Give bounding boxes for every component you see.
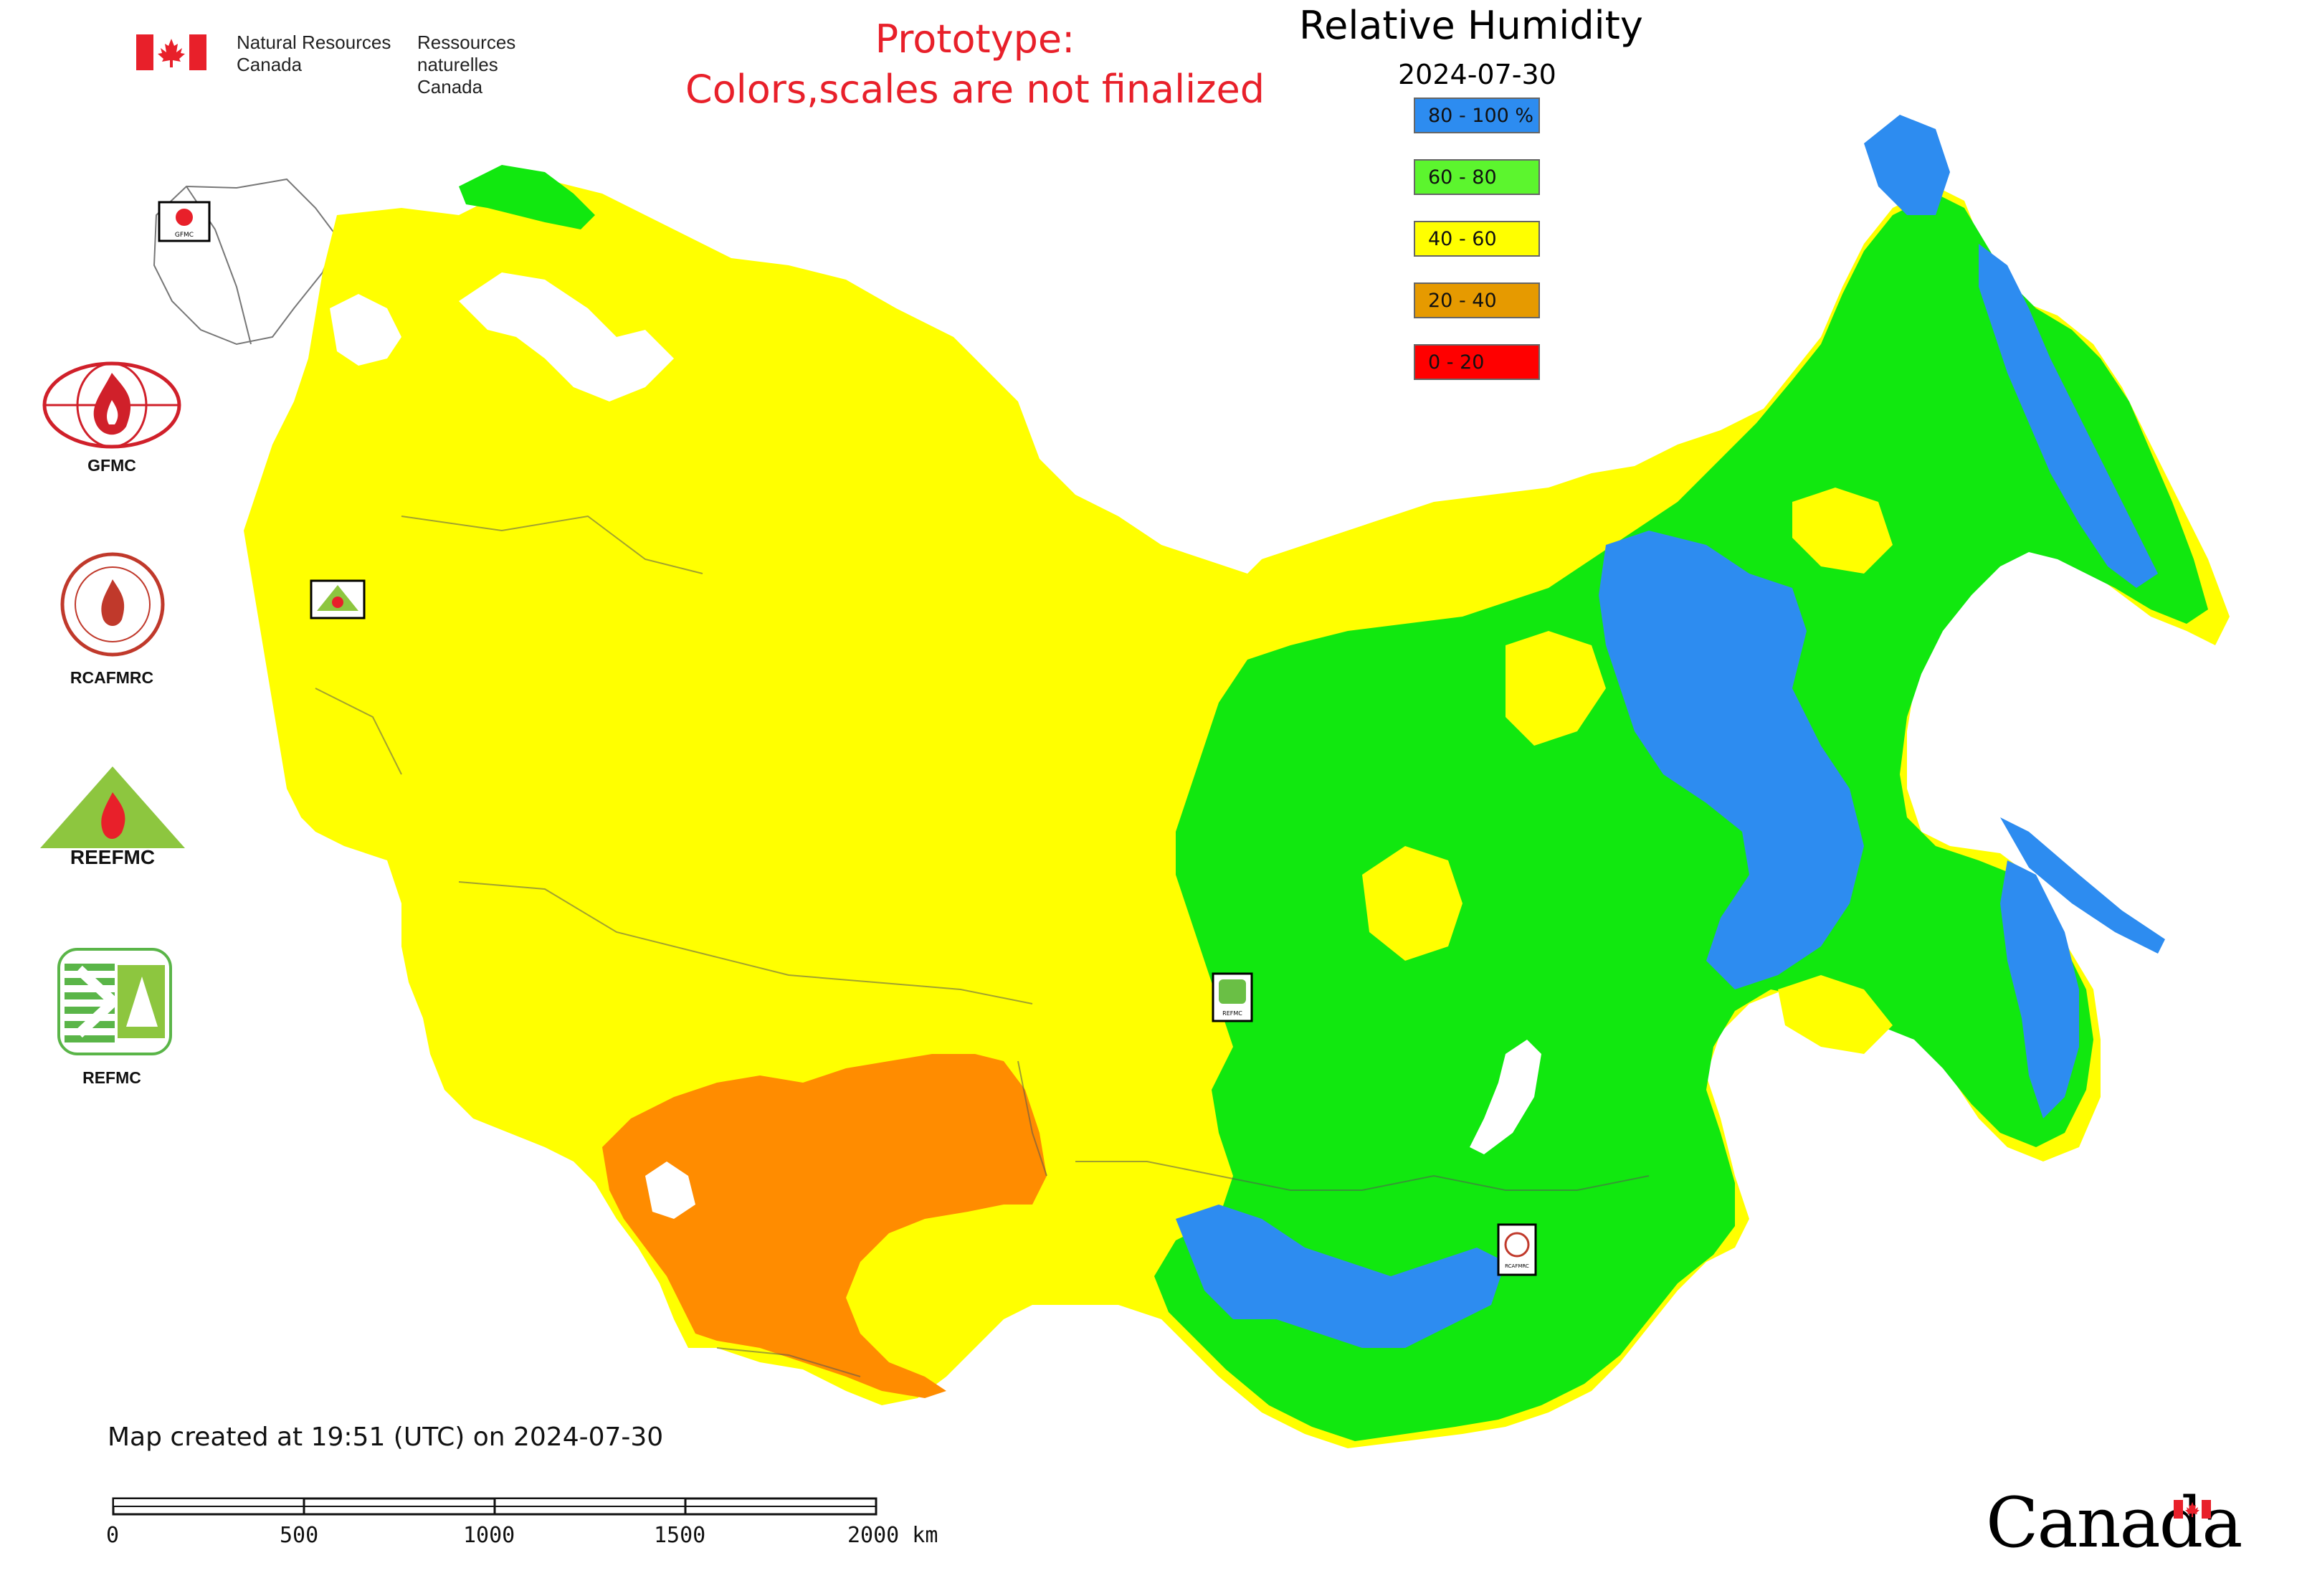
region-very-humid-stanovoy (1599, 531, 1864, 989)
mini-logo-rcafmrc: RCAFMRC (1497, 1223, 1537, 1276)
mini-logo-gfmc-label: GFMC (175, 232, 194, 239)
legend-item-40-60: 40 - 60 (1414, 221, 1540, 257)
prototype-notice-line1: Prototype: (875, 16, 1075, 62)
region-humid-east (1154, 194, 2208, 1441)
region-very-humid-sikhote (2000, 860, 2079, 1118)
ladoga-lake (330, 294, 401, 366)
legend-item-20-40: 20 - 40 (1414, 282, 1540, 318)
scale-bar-graphic (112, 1497, 877, 1516)
legend-label: 80 - 100 % (1428, 104, 1534, 127)
agency-name-en: Natural Resources Canada (237, 32, 391, 76)
scale-tick-0: 0 (106, 1523, 120, 1548)
prototype-notice-line2: Colors,scales are not finalized (685, 67, 1265, 112)
region-very-humid-sakhalin (2000, 817, 2165, 954)
legend-label: 20 - 40 (1428, 289, 1497, 312)
prototype-notice: Prototype: Colors,scales are not finaliz… (645, 14, 1305, 115)
agency-name-fr: Ressources naturelles Canada (417, 32, 595, 98)
agency-en-line2: Canada (237, 54, 303, 75)
white-aral (645, 1162, 695, 1219)
legend-label: 0 - 20 (1428, 351, 1485, 374)
mini-logo-refmc: REFMC (1212, 972, 1253, 1022)
region-very-humid-sayan (1176, 1205, 1506, 1348)
admin-borders (315, 515, 1650, 1377)
refmc-sigma-icon (57, 948, 172, 1055)
region-moderate-yakutia (1362, 846, 1462, 961)
canada-wordmark-flag-icon (2174, 1500, 2211, 1519)
scale-tick-1500: 1500 (654, 1523, 706, 1548)
region-very-humid-kamchatka (1979, 244, 2158, 588)
legend-item-80-100: 80 - 100 % (1414, 98, 1540, 133)
gc-signature: Natural Resources Canada Ressources natu… (136, 32, 595, 98)
partner-logos: GFMC RCAFMRC REEFMC REFMC (29, 358, 201, 1104)
mini-logo-gfmc: GFMC (158, 201, 211, 242)
mini-logo-reefmc (310, 579, 366, 619)
map-title: Relative Humidity (1299, 3, 1643, 48)
region-humid-kola (459, 165, 595, 229)
legend-item-60-80: 60 - 80 (1414, 159, 1540, 195)
legend-label: 40 - 60 (1428, 227, 1497, 250)
logo-label-gfmc: GFMC (87, 456, 136, 475)
rcafmrc-seal-icon (60, 552, 165, 657)
agency-en-line1: Natural Resources (237, 32, 391, 53)
lake-baikal (1470, 1040, 1541, 1154)
legend-label: 60 - 80 (1428, 166, 1497, 189)
region-moderate-amur (1778, 975, 1893, 1054)
region-moderate-central (1506, 631, 1606, 746)
region-dry-central-asia (602, 1054, 1047, 1398)
created-note: Map created at 19:51 (UTC) on 2024-07-30 (108, 1422, 664, 1452)
white-sea (459, 272, 674, 402)
agency-fr-line2: Canada (417, 76, 483, 98)
reefmc-wordmark: REEFMC (70, 846, 155, 868)
legend: 80 - 100 % 60 - 80 40 - 60 20 - 40 0 - 2… (1414, 98, 1543, 384)
scale-tick-1000: 1000 (463, 1523, 515, 1548)
canada-flag-icon (136, 34, 206, 70)
mini-logo-refmc-label: REFMC (1222, 1010, 1242, 1017)
mini-logo-rcafmrc-label: RCAFMRC (1505, 1263, 1529, 1269)
reefmc-triangle-icon: REEFMC (40, 766, 185, 868)
map-date: 2024-07-30 (1398, 59, 1556, 90)
scale-tick-500: 500 (280, 1523, 319, 1548)
region-moderate-taimyr (1262, 516, 1419, 617)
scale-bar: 0 500 1000 1500 2000 km (106, 1496, 968, 1560)
legend-item-0-20: 0 - 20 (1414, 344, 1540, 380)
logo-label-rcafmrc: RCAFMRC (70, 668, 154, 687)
logo-label-refmc: REFMC (82, 1068, 141, 1087)
gfmc-globe-fire-icon (42, 361, 181, 449)
canada-wordmark: Canada (1986, 1483, 2244, 1569)
region-very-humid-chukotka (1864, 115, 1950, 215)
canada-wordmark-text: Canada (1986, 1483, 2242, 1563)
region-moderate-okhotsk (1792, 488, 1893, 574)
agency-fr-line1: Ressources naturelles (417, 32, 516, 75)
scale-tick-2000: 2000 km (847, 1523, 938, 1548)
